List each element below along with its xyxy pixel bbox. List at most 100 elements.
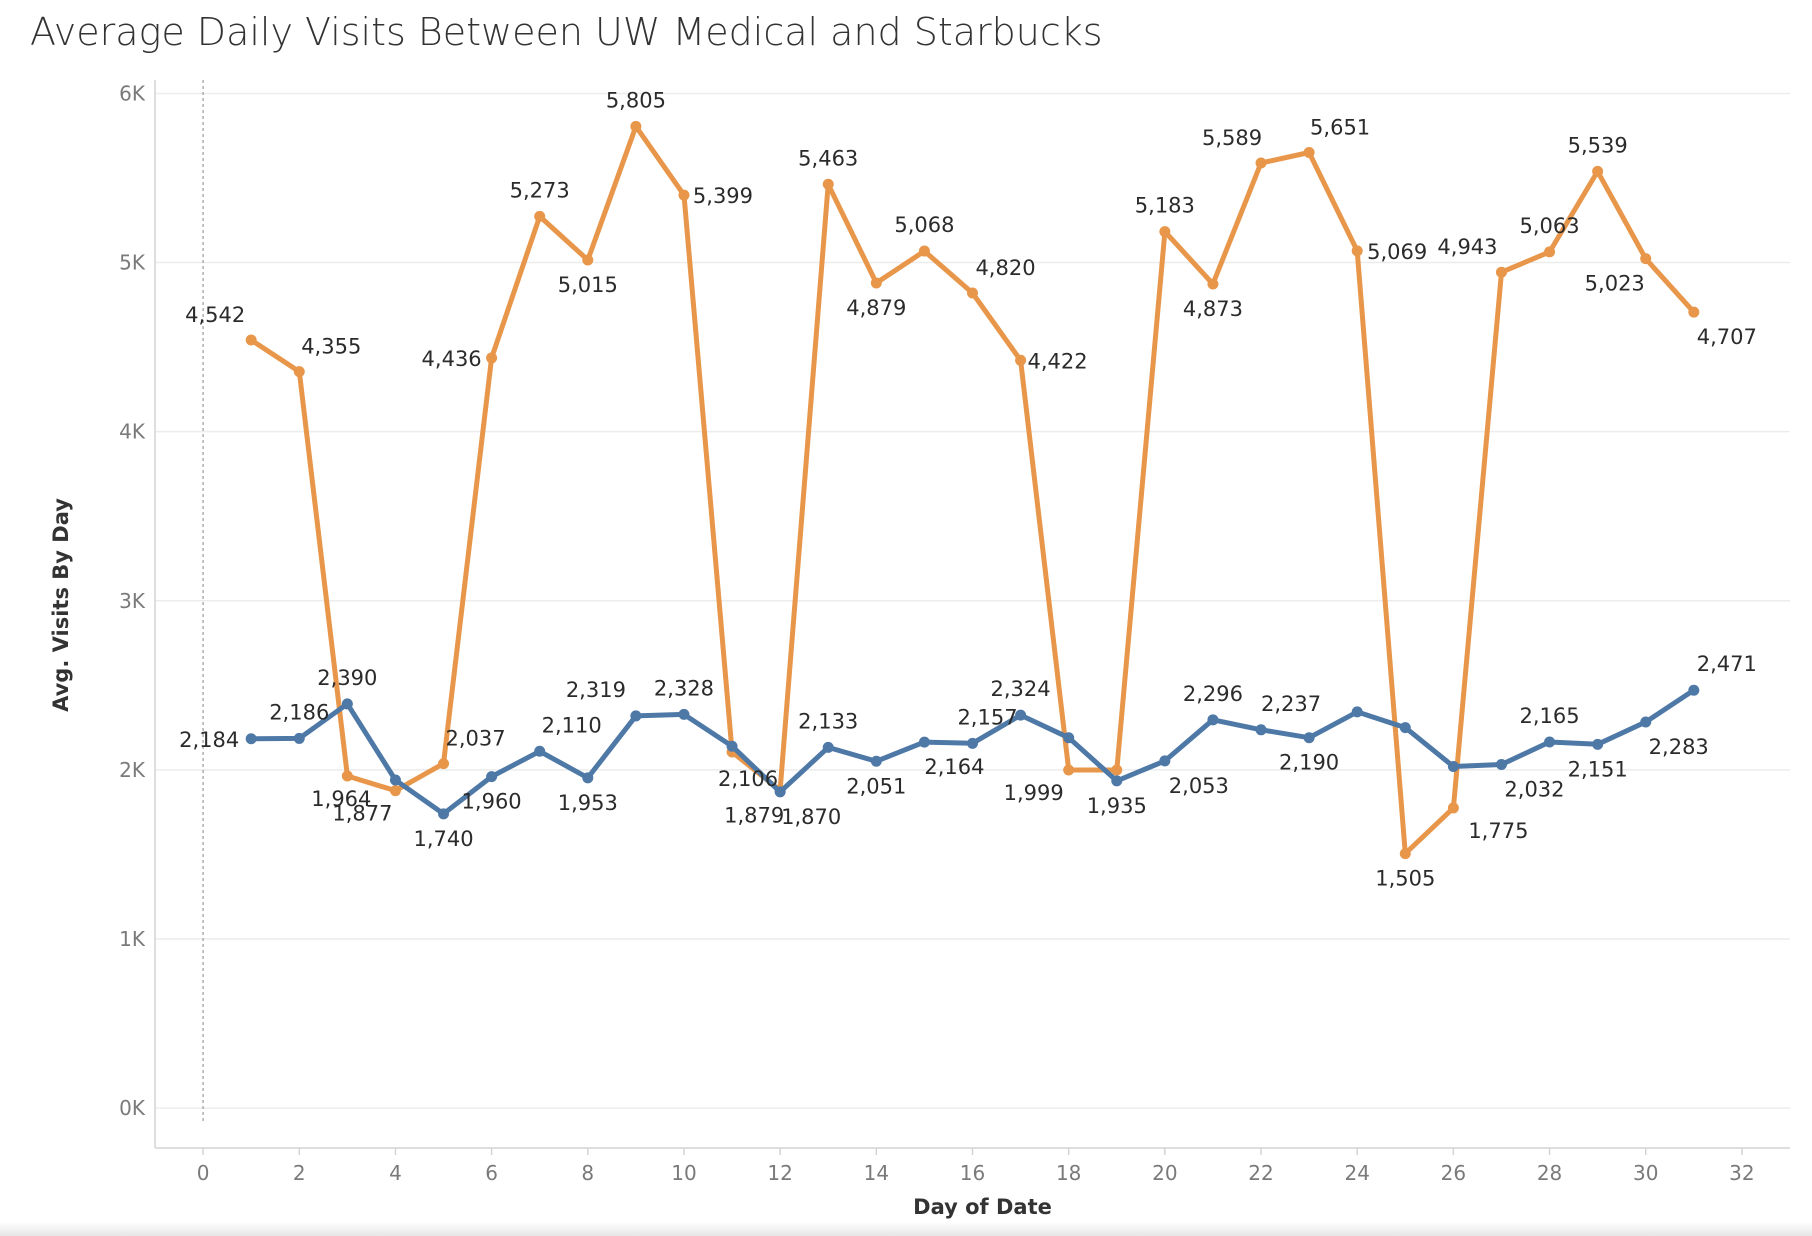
data-point	[1063, 764, 1075, 776]
data-point	[438, 808, 450, 820]
y-tick-label: 3K	[119, 589, 146, 613]
x-axis-title: Day of Date	[913, 1195, 1052, 1219]
data-point	[1544, 736, 1556, 748]
data-label: 2,032	[1504, 777, 1564, 801]
data-point	[1111, 764, 1123, 776]
data-point	[486, 352, 498, 364]
data-label: 5,069	[1367, 240, 1427, 264]
data-label: 1,935	[1087, 794, 1147, 818]
data-label: 1,775	[1468, 819, 1528, 843]
data-label: 2,324	[991, 677, 1051, 701]
data-point	[918, 736, 930, 748]
series-2	[245, 684, 1700, 820]
data-label: 2,106	[718, 767, 778, 791]
data-point	[1255, 724, 1267, 736]
x-tick-label: 28	[1537, 1161, 1562, 1185]
series-1	[245, 120, 1700, 860]
data-label: 5,023	[1585, 272, 1645, 296]
data-label: 2,390	[317, 666, 377, 690]
data-label: 4,542	[185, 303, 245, 327]
data-label: 2,190	[1279, 751, 1339, 775]
x-tick-label: 32	[1729, 1161, 1754, 1185]
data-point	[630, 710, 642, 722]
data-label: 5,463	[798, 146, 858, 170]
data-point	[1399, 722, 1411, 734]
data-point	[678, 708, 690, 720]
data-point	[1447, 760, 1459, 772]
data-point	[341, 770, 353, 782]
data-point	[1399, 848, 1411, 860]
data-label: 2,328	[654, 676, 714, 700]
window-bottom-edge	[0, 1222, 1812, 1236]
data-point	[293, 732, 305, 744]
data-point	[870, 277, 882, 289]
chart-title: Average Daily Visits Between UW Medical …	[30, 10, 1103, 54]
x-tick-label: 0	[197, 1161, 210, 1185]
data-label: 2,151	[1568, 757, 1628, 781]
data-point	[1640, 716, 1652, 728]
data-label: 1,505	[1375, 867, 1435, 891]
data-point	[486, 771, 498, 783]
data-point	[1015, 354, 1027, 366]
data-label: 4,820	[975, 256, 1035, 280]
data-point	[293, 366, 305, 378]
x-axis-ticks: 0 2 4 6 8 10 12 14 16 18 20 22 24 26 28 30 32	[197, 1148, 1755, 1185]
x-tick-label: 10	[671, 1161, 696, 1185]
data-point	[534, 745, 546, 757]
data-point	[1688, 306, 1700, 318]
x-tick-label: 22	[1248, 1161, 1273, 1185]
data-label: 4,422	[1028, 349, 1088, 373]
data-label: 4,436	[422, 347, 482, 371]
data-label: 1,953	[558, 791, 618, 815]
data-label: 2,319	[566, 678, 626, 702]
x-tick-label: 8	[581, 1161, 594, 1185]
data-label: 2,237	[1261, 692, 1321, 716]
data-point	[1015, 709, 1027, 721]
data-label: 5,015	[558, 273, 618, 297]
x-tick-label: 24	[1344, 1161, 1369, 1185]
data-label: 4,879	[846, 296, 906, 320]
data-point	[630, 120, 642, 132]
data-point	[245, 334, 257, 346]
data-point	[1351, 706, 1363, 718]
data-point	[1640, 253, 1652, 265]
x-tick-label: 6	[485, 1161, 498, 1185]
data-point	[1111, 775, 1123, 787]
data-label: 5,273	[510, 178, 570, 202]
x-tick-label: 30	[1633, 1161, 1658, 1185]
data-label: 2,471	[1697, 652, 1757, 676]
data-point	[1207, 714, 1219, 726]
data-point	[1351, 245, 1363, 257]
y-axis-ticks: 0K 1K 2K 3K 4K 5K 6K	[119, 81, 146, 1120]
data-label: 4,873	[1183, 297, 1243, 321]
data-label: 4,943	[1437, 235, 1497, 259]
data-label: 1,740	[413, 827, 473, 851]
data-point	[822, 178, 834, 190]
data-label: 1,999	[1004, 781, 1064, 805]
data-label: 2,165	[1519, 704, 1579, 728]
data-point	[1592, 738, 1604, 750]
data-point	[918, 245, 930, 257]
data-label: 5,068	[894, 213, 954, 237]
data-label: 5,589	[1202, 126, 1262, 150]
y-tick-label: 1K	[119, 927, 146, 951]
y-tick-label: 2K	[119, 758, 146, 782]
data-label: 1,960	[462, 790, 522, 814]
data-label: 5,539	[1568, 133, 1628, 157]
data-point	[822, 741, 834, 753]
data-label: 5,399	[693, 184, 753, 208]
x-tick-label: 16	[960, 1161, 985, 1185]
data-label: 2,283	[1649, 735, 1709, 759]
y-tick-label: 0K	[119, 1096, 146, 1120]
data-label: 1,879	[724, 803, 784, 827]
data-point	[389, 774, 401, 786]
data-label: 1,964	[311, 787, 371, 811]
axes	[154, 80, 1790, 1149]
data-label: 2,051	[846, 774, 906, 798]
data-label: 5,805	[606, 88, 666, 112]
data-label: 4,707	[1697, 325, 1757, 349]
data-label: 2,184	[179, 728, 239, 752]
data-label: 4,355	[301, 335, 361, 359]
data-label: 2,133	[798, 709, 858, 733]
